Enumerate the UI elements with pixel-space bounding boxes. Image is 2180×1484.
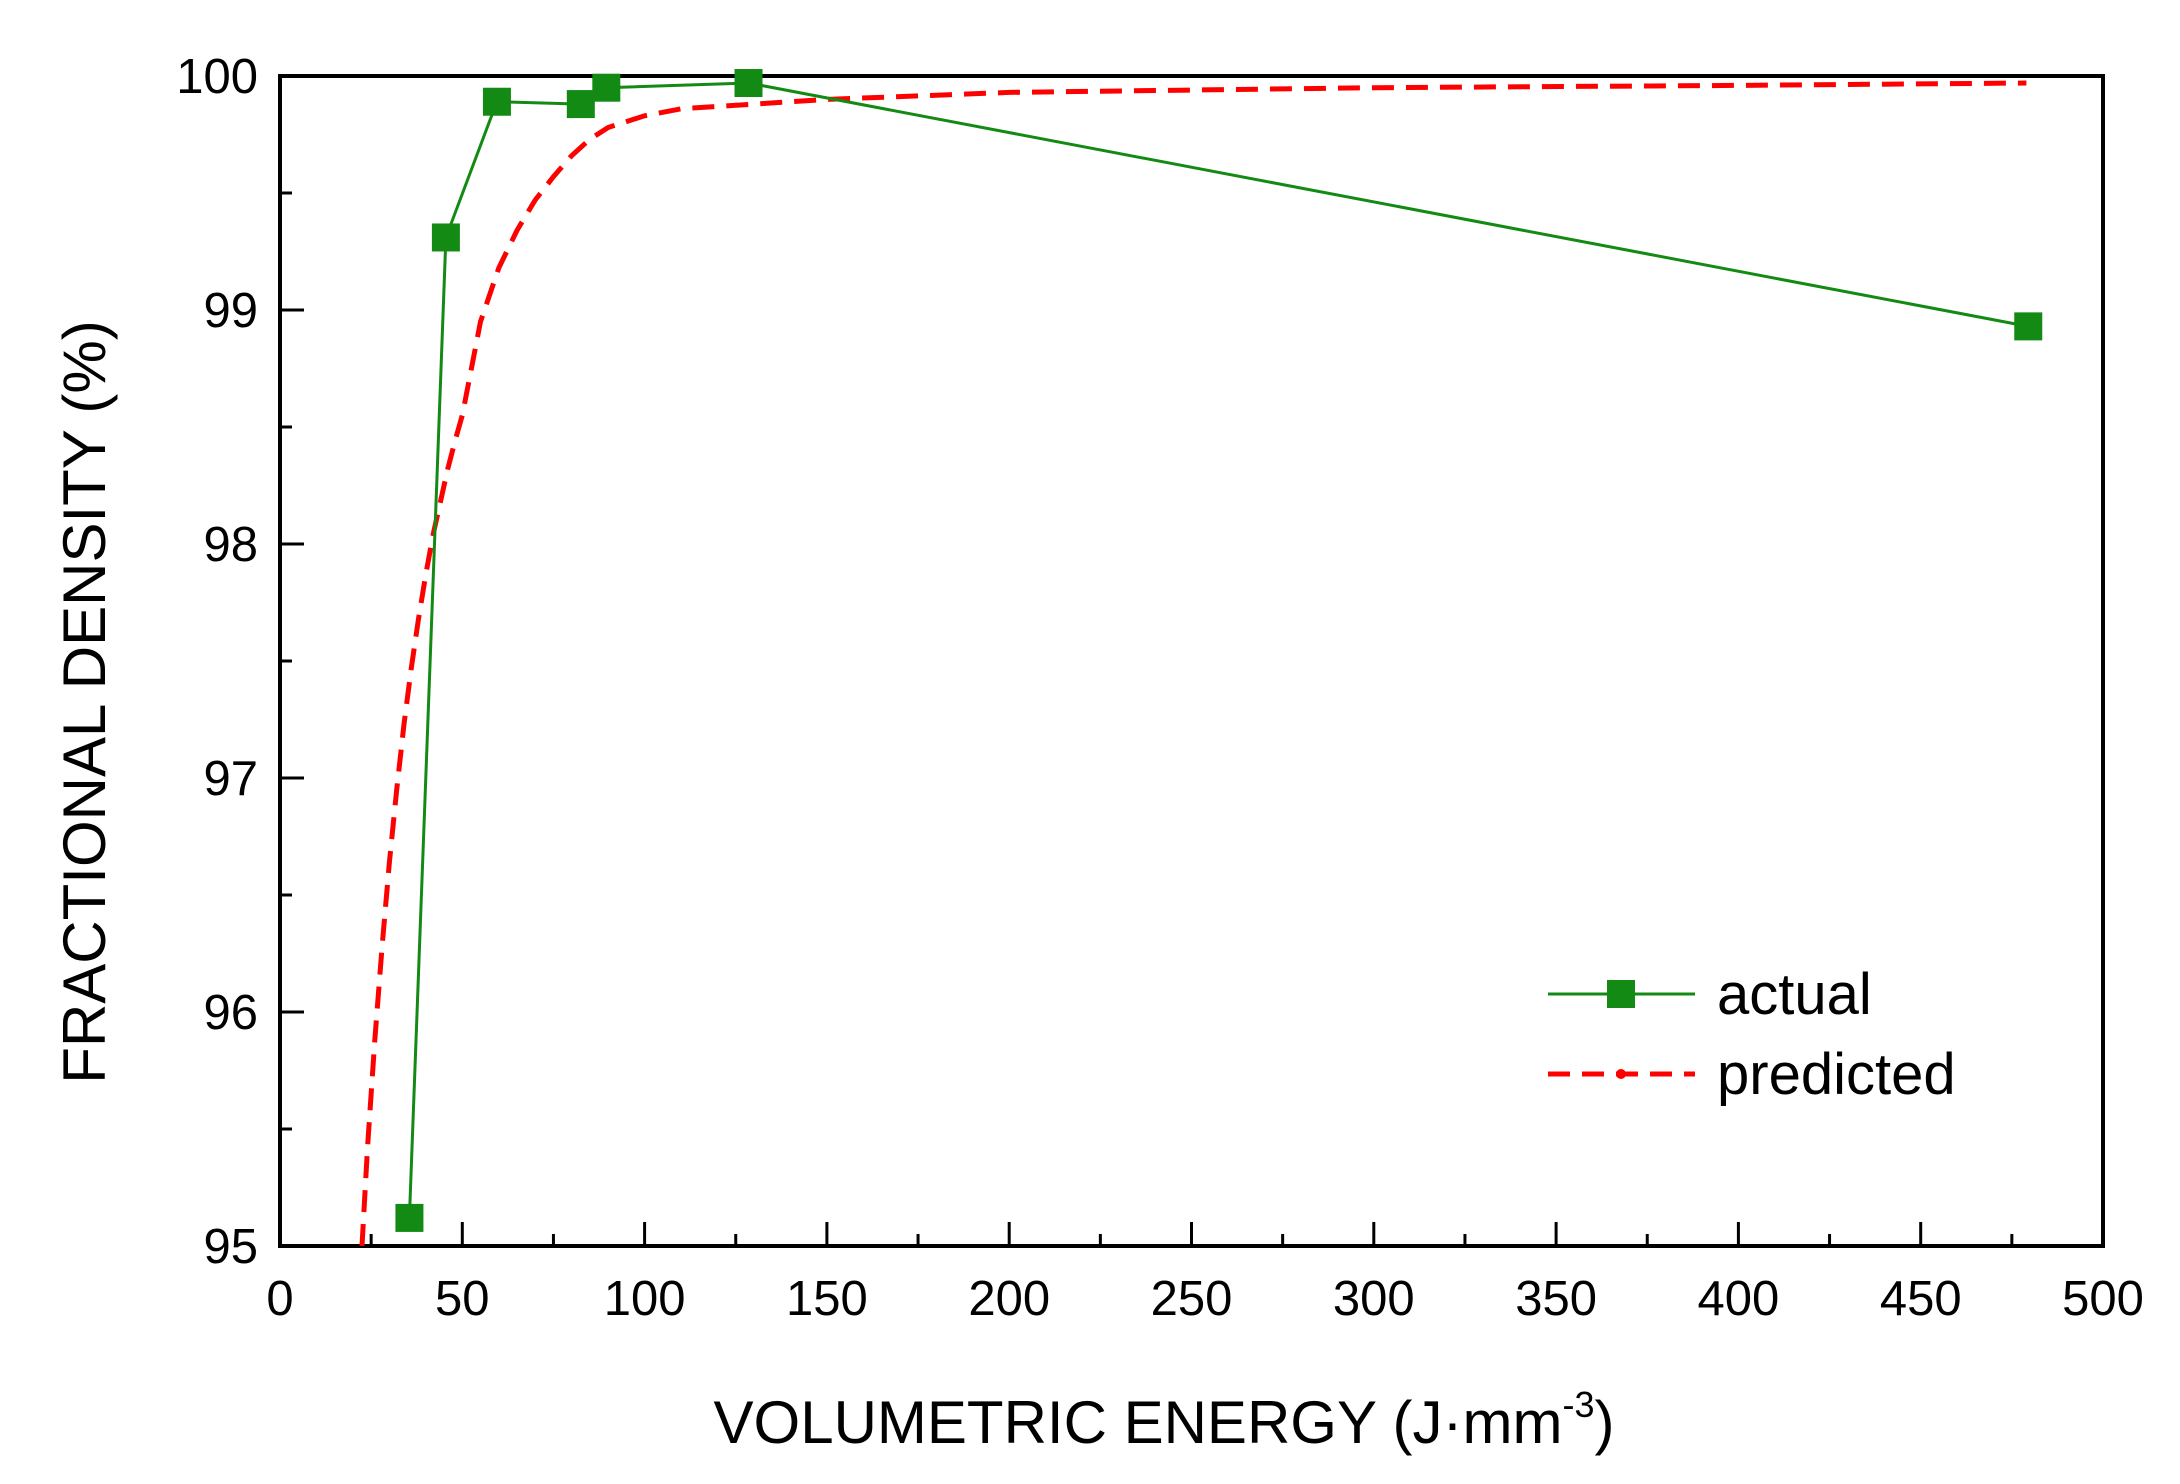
x-tick-label: 350 (1515, 1272, 1597, 1326)
actual-data-point (431, 223, 460, 252)
x-axis-title: VOLUMETRIC ENERGY (J·mm-3) (714, 1384, 1615, 1456)
x-tick-label: 0 (266, 1272, 293, 1326)
legend-predicted-label: predicted (1717, 1042, 1956, 1107)
x-tick-label: 300 (1333, 1272, 1415, 1326)
legend: actual predicted (1548, 962, 1956, 1107)
x-tick-label: 100 (604, 1272, 686, 1326)
legend-actual-label: actual (1717, 962, 1872, 1027)
legend-actual-marker (1607, 980, 1635, 1008)
x-axis-ticks: 0 50 100 150 200 250 300 350 400 450 500 (266, 1222, 2144, 1326)
x-axis-title-main: VOLUMETRIC ENERGY (J·mm (714, 1389, 1563, 1456)
legend-predicted-marker (1616, 1069, 1626, 1079)
x-axis-title-superscript: -3 (1562, 1384, 1594, 1425)
y-tick-label: 97 (203, 752, 258, 806)
predicted-series-line (359, 80, 2027, 1247)
actual-data-point (2014, 312, 2043, 341)
actual-data-point (592, 73, 621, 102)
x-axis-title-suffix: ) (1594, 1389, 1614, 1456)
y-axis-ticks: 95 96 97 98 99 100 (176, 50, 304, 1274)
y-tick-label: 98 (203, 518, 258, 572)
y-axis-title: FRACTIONAL DENSITY (%) (51, 320, 118, 1083)
x-tick-label: 450 (1880, 1272, 1962, 1326)
x-tick-label: 150 (786, 1272, 868, 1326)
actual-data-point (482, 87, 511, 116)
x-tick-label: 400 (1698, 1272, 1780, 1326)
series-layer (359, 69, 2043, 1247)
actual-data-point (734, 69, 763, 98)
x-tick-label: 50 (435, 1272, 490, 1326)
x-tick-label: 200 (968, 1272, 1050, 1326)
y-tick-label: 100 (176, 50, 258, 104)
y-tick-label: 99 (203, 284, 258, 338)
y-tick-label: 96 (203, 986, 258, 1040)
actual-data-point (566, 90, 595, 119)
x-tick-label: 250 (1151, 1272, 1233, 1326)
actual-data-point (395, 1203, 424, 1232)
y-tick-label: 95 (203, 1220, 258, 1274)
x-tick-label: 500 (2062, 1272, 2144, 1326)
